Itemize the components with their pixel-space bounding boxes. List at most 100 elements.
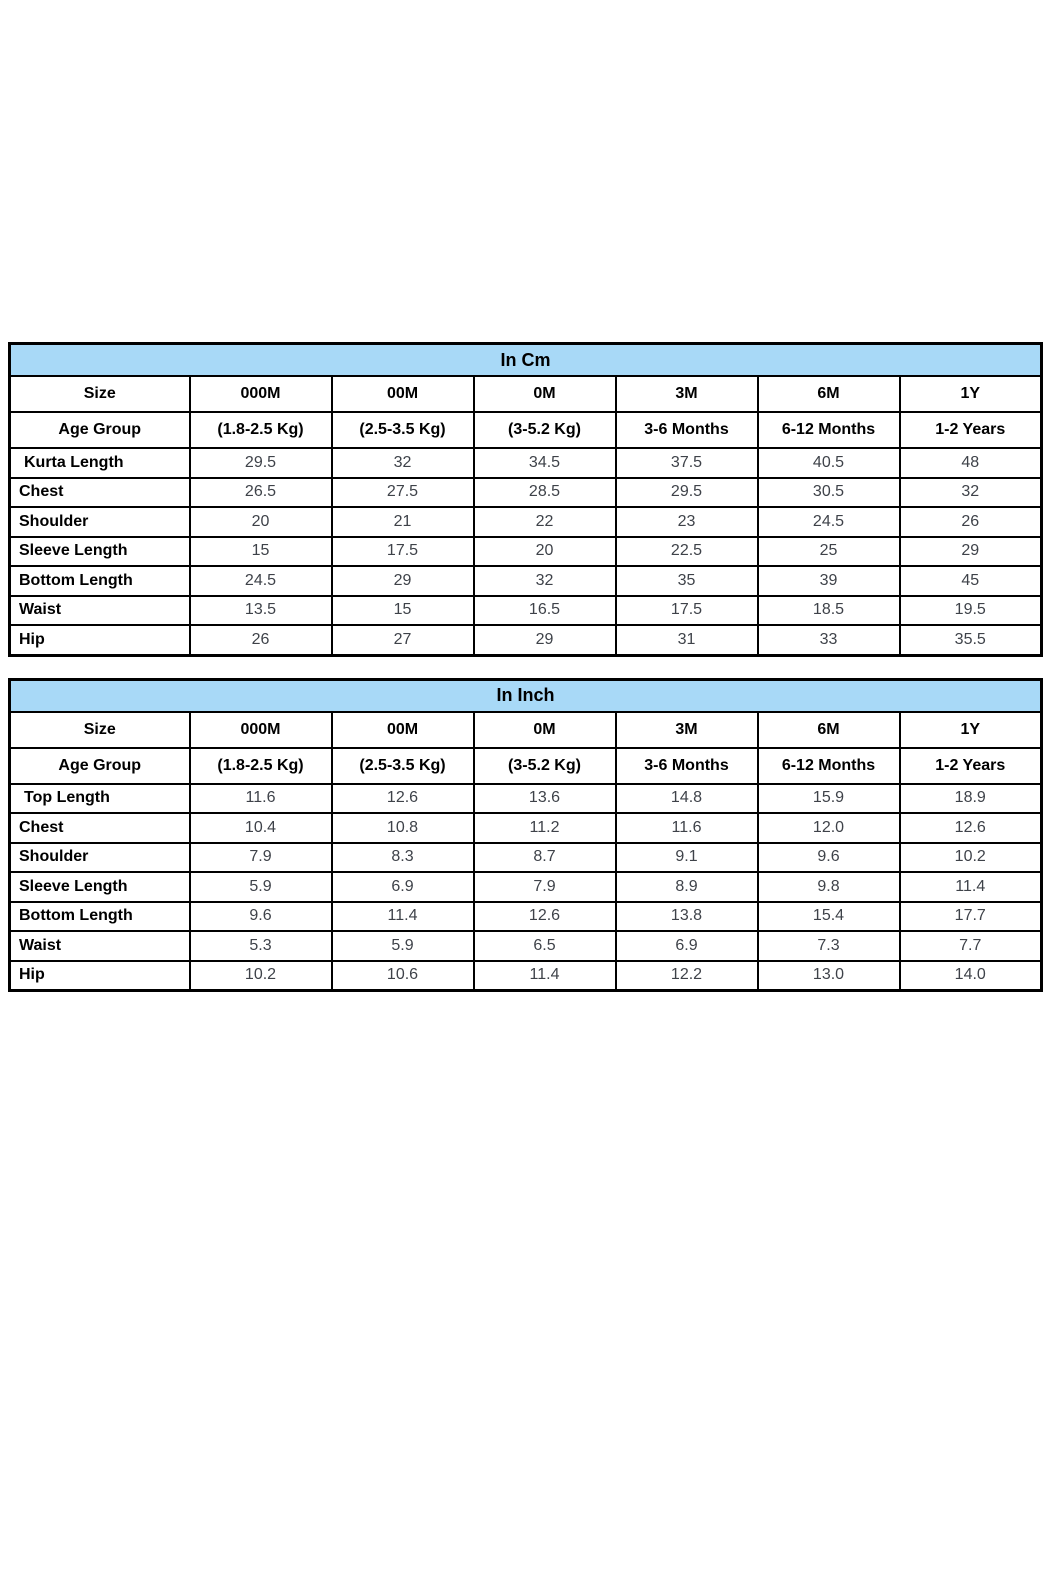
measurement-value: 21 [330,506,475,538]
age-group-cell: (3-5.2 Kg) [472,746,617,785]
size-header-label: Size [8,710,191,749]
measurement-value: 29 [898,535,1043,567]
measurement-value: 22.5 [614,535,759,567]
measurement-value: 45 [898,565,1043,597]
measurement-value: 17.7 [898,900,1043,932]
measurement-value: 18.9 [898,782,1043,814]
measurement-value: 8.9 [614,871,759,903]
measurement-label: Hip [8,624,191,656]
measurement-value: 33 [756,624,901,656]
measurement-value: 15 [330,594,475,626]
age-group-cell: (2.5-3.5 Kg) [330,411,475,449]
measurement-value: 13.5 [188,594,333,626]
measurement-value: 18.5 [756,594,901,626]
measurement-value: 14.0 [898,959,1043,992]
measurement-value: 22 [472,506,617,538]
measurement-value: 10.4 [188,812,333,844]
age-group-cell: 6-12 Months [756,746,901,785]
measurement-value: 12.6 [472,900,617,932]
measurement-value: 15.4 [756,900,901,932]
measurement-value: 17.5 [330,535,475,567]
measurement-value: 12.0 [756,812,901,844]
table-row: Bottom Length 9.6 11.4 12.6 13.8 15.4 17.7 [8,900,1043,932]
measurement-value: 16.5 [472,594,617,626]
measurement-value: 11.4 [898,871,1043,903]
measurement-value: 7.9 [188,841,333,873]
measurement-value: 11.2 [472,812,617,844]
measurement-value: 8.3 [330,841,475,873]
measurement-value: 34.5 [472,447,617,479]
measurement-value: 20 [472,535,617,567]
measurement-value: 11.6 [188,782,333,814]
size-column-header: 000M [188,710,333,749]
measurement-value: 6.5 [472,930,617,962]
measurement-value: 29.5 [188,447,333,479]
measurement-label: Chest [8,812,191,844]
table-row: Sleeve Length 15 17.5 20 22.5 25 29 [8,535,1043,567]
measurement-label: Sleeve Length [8,535,191,567]
measurement-value: 11.6 [614,812,759,844]
measurement-value: 5.3 [188,930,333,962]
measurement-value: 5.9 [188,871,333,903]
measurement-value: 15.9 [756,782,901,814]
measurement-label: Bottom Length [8,900,191,932]
measurement-value: 32 [898,476,1043,508]
measurement-value: 35 [614,565,759,597]
measurement-value: 24.5 [188,565,333,597]
size-header-label: Size [8,375,191,413]
measurement-value: 29 [330,565,475,597]
measurement-label: Shoulder [8,841,191,873]
measurement-value: 9.8 [756,871,901,903]
measurement-value: 10.2 [188,959,333,992]
size-column-header: 0M [472,710,617,749]
table-row: Bottom Length 24.5 29 32 35 39 45 [8,565,1043,597]
measurement-value: 37.5 [614,447,759,479]
size-chart-page: In Cm Size 000M 00M 0M 3M 6M 1Y Age Group (1.8-2.… [8,342,1043,992]
measurement-value: 26.5 [188,476,333,508]
measurement-value: 29.5 [614,476,759,508]
size-column-header: 1Y [898,710,1043,749]
measurement-value: 24.5 [756,506,901,538]
measurement-value: 19.5 [898,594,1043,626]
table-row: Hip 26 27 29 31 33 35.5 [8,624,1043,656]
table-row: Hip 10.2 10.6 11.4 12.2 13.0 14.0 [8,959,1043,992]
measurement-label: Kurta Length [8,447,191,479]
age-group-cell: 3-6 Months [614,411,759,449]
table-row: Kurta Length 29.5 32 34.5 37.5 40.5 48 [8,447,1043,479]
measurement-value: 9.1 [614,841,759,873]
size-header-row: Size 000M 00M 0M 3M 6M 1Y [8,375,1043,413]
measurement-value: 6.9 [614,930,759,962]
age-group-cell: (1.8-2.5 Kg) [188,746,333,785]
measurement-value: 7.7 [898,930,1043,962]
measurement-value: 32 [472,565,617,597]
size-header-row: Size 000M 00M 0M 3M 6M 1Y [8,710,1043,749]
measurement-label: Waist [8,930,191,962]
measurement-value: 9.6 [756,841,901,873]
size-column-header: 000M [188,375,333,413]
measurement-value: 27 [330,624,475,656]
measurement-label: Hip [8,959,191,992]
table-title-row: In Inch [8,678,1043,713]
measurement-value: 28.5 [472,476,617,508]
measurement-value: 7.3 [756,930,901,962]
size-column-header: 3M [614,710,759,749]
measurement-value: 11.4 [330,900,475,932]
measurement-label: Bottom Length [8,565,191,597]
table-title-row: In Cm [8,342,1043,377]
size-column-header: 1Y [898,375,1043,413]
measurement-value: 27.5 [330,476,475,508]
measurement-value: 35.5 [898,624,1043,656]
measurement-value: 12.6 [898,812,1043,844]
age-group-cell: 1-2 Years [898,746,1043,785]
measurement-label: Top Length [8,782,191,814]
measurement-value: 20 [188,506,333,538]
age-group-row: Age Group (1.8-2.5 Kg) (2.5-3.5 Kg) (3-5.2 … [8,411,1043,449]
measurement-value: 6.9 [330,871,475,903]
measurement-label: Chest [8,476,191,508]
size-table-cm: In Cm Size 000M 00M 0M 3M 6M 1Y Age Group (1.8-2.… [8,342,1043,657]
measurement-value: 48 [898,447,1043,479]
age-group-header-label: Age Group [8,746,191,785]
measurement-value: 5.9 [330,930,475,962]
measurement-value: 12.6 [330,782,475,814]
age-group-header-label: Age Group [8,411,191,449]
